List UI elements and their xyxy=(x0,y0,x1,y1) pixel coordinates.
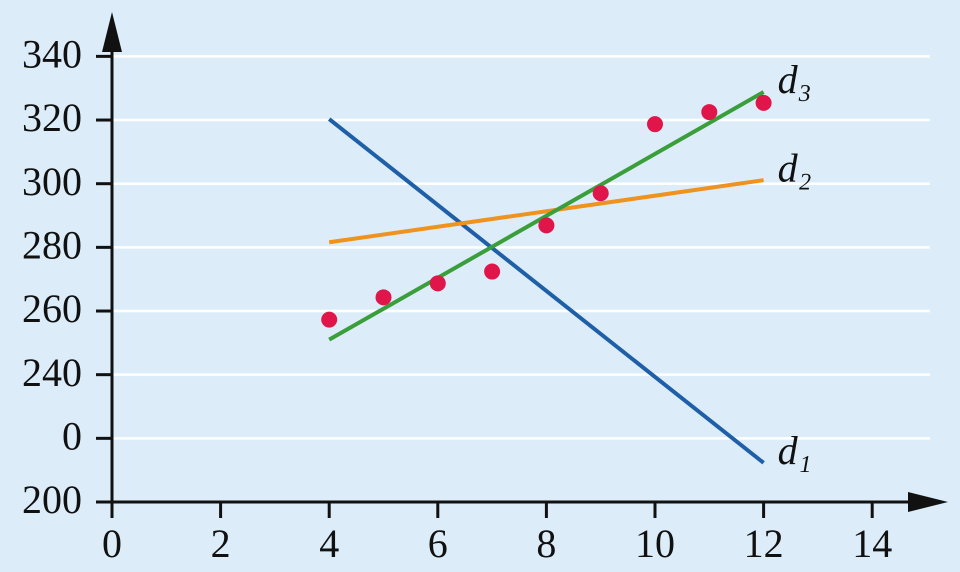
y-tick-label: 340 xyxy=(22,32,82,77)
line xyxy=(328,178,764,245)
point xyxy=(375,289,392,306)
point xyxy=(592,185,609,202)
x-tick-label: 14 xyxy=(852,521,892,566)
y-tick-label: 300 xyxy=(22,159,82,204)
x-tick-label: 10 xyxy=(635,521,675,566)
y-tick-label: 280 xyxy=(22,223,82,268)
y-tick-label: 200 xyxy=(22,477,82,522)
grid xyxy=(112,55,930,504)
point xyxy=(429,275,446,292)
x-tick-label: 4 xyxy=(319,521,339,566)
y-tick-label: 0 xyxy=(62,414,82,459)
line-label: d₂ xyxy=(778,145,812,190)
y-tick-label: 240 xyxy=(22,350,82,395)
y-axis-arrow xyxy=(102,12,122,52)
point xyxy=(647,116,663,133)
point xyxy=(701,104,718,121)
plot-area: d₁ d₂ d₃ xyxy=(321,57,812,473)
point xyxy=(484,263,501,280)
line-label: d₃ xyxy=(778,57,812,102)
line-label: d₁ xyxy=(778,428,812,473)
x-tick-label: 8 xyxy=(536,521,556,566)
x-tick-label: 12 xyxy=(744,521,784,566)
point xyxy=(755,94,772,111)
point xyxy=(538,217,555,234)
y-tick-label: 320 xyxy=(22,95,82,140)
x-tick-label: 6 xyxy=(428,521,448,566)
x-tick-label: 0 xyxy=(102,521,122,566)
line xyxy=(327,117,765,465)
line xyxy=(328,90,765,342)
x-axis-arrow xyxy=(908,492,948,512)
x-tick-label: 2 xyxy=(211,521,231,566)
point xyxy=(321,311,338,328)
y-tick-label: 260 xyxy=(22,286,82,331)
